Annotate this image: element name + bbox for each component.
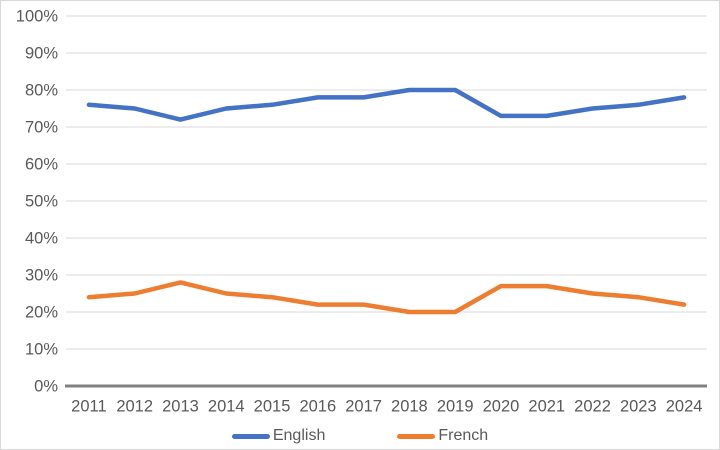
- english-line-swatch: [231, 433, 270, 439]
- plot-area: 0% 10% 20% 30% 40% 50% 60% 70% 80% 90% 100% 2011 201…: [16, 8, 707, 416]
- x-axis-tick-label: 2018: [391, 398, 428, 416]
- x-axis-tick-label: 2013: [162, 398, 199, 416]
- x-axis-tick-label: 2019: [437, 398, 474, 416]
- x-axis-tick-label: 2017: [345, 398, 382, 416]
- legend-label-french: French: [438, 427, 489, 444]
- legend: English French: [1, 425, 719, 447]
- y-axis-tick-label: 50%: [25, 193, 58, 211]
- x-axis-tick-label: 2024: [666, 398, 703, 416]
- x-axis-tick-label: 2014: [208, 398, 245, 416]
- y-axis-tick-label: 70%: [25, 119, 58, 137]
- y-axis-tick-label: 20%: [25, 304, 58, 322]
- x-axis-tick-label: 2015: [254, 398, 291, 416]
- y-axis-tick-label: 40%: [25, 230, 58, 248]
- legend-label-english: English: [272, 427, 326, 444]
- x-axis-tick-label: 2021: [528, 398, 565, 416]
- y-axis-tick-label: 10%: [25, 341, 58, 359]
- x-axis-tick-label: 2012: [116, 398, 153, 416]
- y-axis-tick-label: 80%: [25, 82, 58, 100]
- french-series-line: [86, 280, 687, 315]
- x-axis-tick-label: 2016: [299, 398, 336, 416]
- x-axis-tick-label: 2020: [483, 398, 520, 416]
- french-line-swatch: [397, 433, 436, 439]
- x-axis-tick-label: 2022: [574, 398, 611, 416]
- y-axis-tick-label: 90%: [25, 45, 58, 63]
- legend-item-french: French: [397, 427, 488, 445]
- english-series-line: [86, 87, 687, 122]
- x-axis-tick-label: 2023: [620, 398, 657, 416]
- y-axis-tick-label: 30%: [25, 267, 58, 285]
- y-axis-tick-label: 0%: [34, 378, 58, 396]
- y-axis-tick-label: 100%: [16, 8, 59, 26]
- legend-item-english: English: [231, 427, 326, 445]
- x-axis-tick-label: 2011: [71, 398, 106, 416]
- y-axis-tick-label: 60%: [25, 156, 58, 174]
